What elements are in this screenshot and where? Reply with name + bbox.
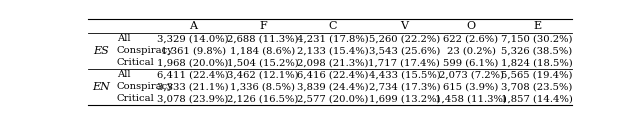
- Text: 599 (6.1%): 599 (6.1%): [444, 58, 499, 67]
- Text: 622 (2.6%): 622 (2.6%): [444, 34, 499, 43]
- Text: V: V: [401, 21, 408, 31]
- Text: 2,688 (11.3%): 2,688 (11.3%): [227, 34, 299, 43]
- Text: 3,543 (25.6%): 3,543 (25.6%): [369, 46, 440, 55]
- Text: 6,416 (22.4%): 6,416 (22.4%): [297, 70, 369, 79]
- Text: 2,073 (7.2%): 2,073 (7.2%): [438, 70, 504, 79]
- Text: All: All: [116, 70, 130, 79]
- Text: 5,326 (38.5%): 5,326 (38.5%): [501, 46, 573, 55]
- Text: A: A: [189, 21, 197, 31]
- Text: 3,462 (12.1%): 3,462 (12.1%): [227, 70, 299, 79]
- Text: 1,504 (15.2%): 1,504 (15.2%): [227, 58, 299, 67]
- Text: 1,699 (13.2%): 1,699 (13.2%): [369, 94, 440, 103]
- Text: 2,577 (20.0%): 2,577 (20.0%): [297, 94, 369, 103]
- Text: 1,717 (17.4%): 1,717 (17.4%): [369, 58, 440, 67]
- Text: 615 (3.9%): 615 (3.9%): [444, 82, 499, 91]
- Text: 1,857 (14.4%): 1,857 (14.4%): [501, 94, 573, 103]
- Text: All: All: [116, 34, 130, 43]
- Text: 1,824 (18.5%): 1,824 (18.5%): [501, 58, 573, 67]
- Text: 5,260 (22.2%): 5,260 (22.2%): [369, 34, 440, 43]
- Text: Conspiracy: Conspiracy: [116, 82, 173, 91]
- Text: 1,968 (20.0%): 1,968 (20.0%): [157, 58, 228, 67]
- Text: EN: EN: [92, 82, 110, 92]
- Text: 3,839 (24.4%): 3,839 (24.4%): [297, 82, 369, 91]
- Text: 4,433 (15.5%): 4,433 (15.5%): [369, 70, 440, 79]
- Text: 7,150 (30.2%): 7,150 (30.2%): [501, 34, 573, 43]
- Text: C: C: [328, 21, 337, 31]
- Text: 3,333 (21.1%): 3,333 (21.1%): [157, 82, 229, 91]
- Text: Critical: Critical: [116, 94, 154, 103]
- Text: 2,126 (16.5%): 2,126 (16.5%): [227, 94, 299, 103]
- Text: 1,458 (11.3%): 1,458 (11.3%): [435, 94, 507, 103]
- Text: ES: ES: [93, 46, 109, 56]
- Text: 3,078 (23.9%): 3,078 (23.9%): [157, 94, 228, 103]
- Text: 1,336 (8.5%): 1,336 (8.5%): [230, 82, 296, 91]
- Text: Critical: Critical: [116, 58, 154, 67]
- Text: 23 (0.2%): 23 (0.2%): [447, 46, 495, 55]
- Text: 5,565 (19.4%): 5,565 (19.4%): [501, 70, 573, 79]
- Text: 4,231 (17.8%): 4,231 (17.8%): [297, 34, 369, 43]
- Text: O: O: [467, 21, 476, 31]
- Text: 3,708 (23.5%): 3,708 (23.5%): [501, 82, 573, 91]
- Text: E: E: [533, 21, 541, 31]
- Text: Conspiracy: Conspiracy: [116, 46, 173, 55]
- Text: 1,184 (8.6%): 1,184 (8.6%): [230, 46, 296, 55]
- Text: 2,133 (15.4%): 2,133 (15.4%): [297, 46, 369, 55]
- Text: F: F: [259, 21, 267, 31]
- Text: 3,329 (14.0%): 3,329 (14.0%): [157, 34, 229, 43]
- Text: 6,411 (22.4%): 6,411 (22.4%): [157, 70, 229, 79]
- Text: 2,098 (21.3%): 2,098 (21.3%): [297, 58, 369, 67]
- Text: 1,361 (9.8%): 1,361 (9.8%): [161, 46, 226, 55]
- Text: 2,734 (17.3%): 2,734 (17.3%): [369, 82, 440, 91]
